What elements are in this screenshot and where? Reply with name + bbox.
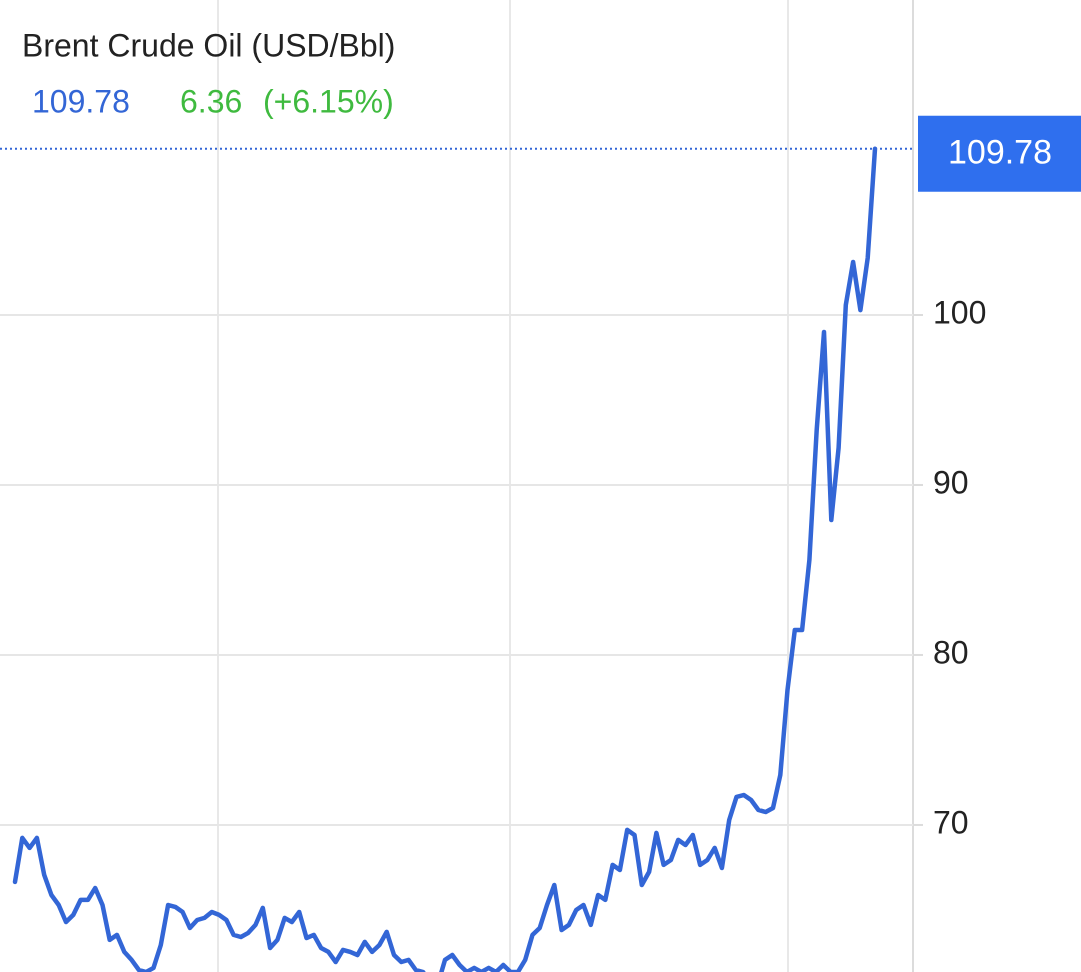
y-tick-label: 80: [933, 634, 969, 670]
last-value-label: 109.78: [948, 134, 1052, 172]
change-percent: (+6.15%): [263, 83, 394, 119]
price: 109.78: [32, 83, 130, 119]
y-tick-label: 90: [933, 464, 969, 500]
y-tick-label: 100: [933, 294, 986, 330]
y-tick-label: 70: [933, 804, 969, 840]
price-line: [12, 146, 878, 972]
plot-area: [0, 146, 913, 972]
x-grid: [217, 0, 789, 972]
last-value-box: [918, 115, 1081, 192]
change: 6.36: [180, 83, 242, 119]
chart-title: Brent Crude Oil (USD/Bbl): [22, 27, 395, 63]
